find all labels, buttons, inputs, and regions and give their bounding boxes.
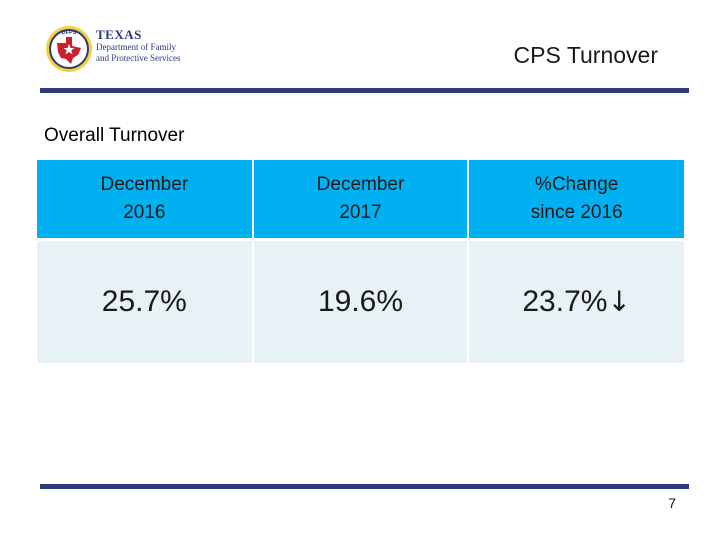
value-change-text: 23.7% bbox=[522, 285, 608, 318]
header-change: %Change since 2016 bbox=[468, 160, 684, 241]
header-dec-2017: December 2017 bbox=[252, 160, 470, 241]
slide-title: CPS Turnover bbox=[513, 42, 658, 68]
svg-text:DFPS: DFPS bbox=[62, 30, 77, 36]
header-dec-2017-line2: 2017 bbox=[339, 202, 382, 223]
table-header-row: December 2016 December 2017 %Change sinc… bbox=[37, 160, 684, 241]
dfps-seal-icon: DFPS bbox=[46, 26, 92, 72]
logo-subtitle-line1: Department of Family bbox=[96, 42, 176, 52]
value-dec-2017: 19.6% bbox=[252, 239, 470, 363]
down-arrow-icon: ↓ bbox=[607, 285, 631, 318]
header-dec-2017-line1: December bbox=[316, 174, 405, 195]
logo-subtitle-line2: and Protective Services bbox=[96, 53, 181, 63]
logo-title: TEXAS bbox=[96, 27, 142, 42]
value-dec-2016: 25.7% bbox=[37, 239, 254, 363]
turnover-table: December 2016 December 2017 %Change sinc… bbox=[37, 160, 684, 363]
header-dec-2016: December 2016 bbox=[37, 160, 254, 241]
header-dec-2016-line1: December bbox=[100, 174, 189, 195]
page-number: 7 bbox=[668, 495, 676, 511]
top-divider bbox=[40, 88, 689, 93]
table-row: 25.7% 19.6% 23.7%↓ bbox=[37, 239, 684, 363]
header-change-line1: %Change bbox=[534, 174, 619, 195]
bottom-divider bbox=[40, 484, 689, 489]
dfps-logo: DFPS TEXAS Department of Family and Prot… bbox=[44, 22, 204, 76]
value-change: 23.7%↓ bbox=[468, 239, 684, 363]
section-label: Overall Turnover bbox=[44, 125, 185, 146]
header-dec-2016-line2: 2016 bbox=[123, 202, 166, 223]
header-change-line2: since 2016 bbox=[530, 202, 623, 223]
